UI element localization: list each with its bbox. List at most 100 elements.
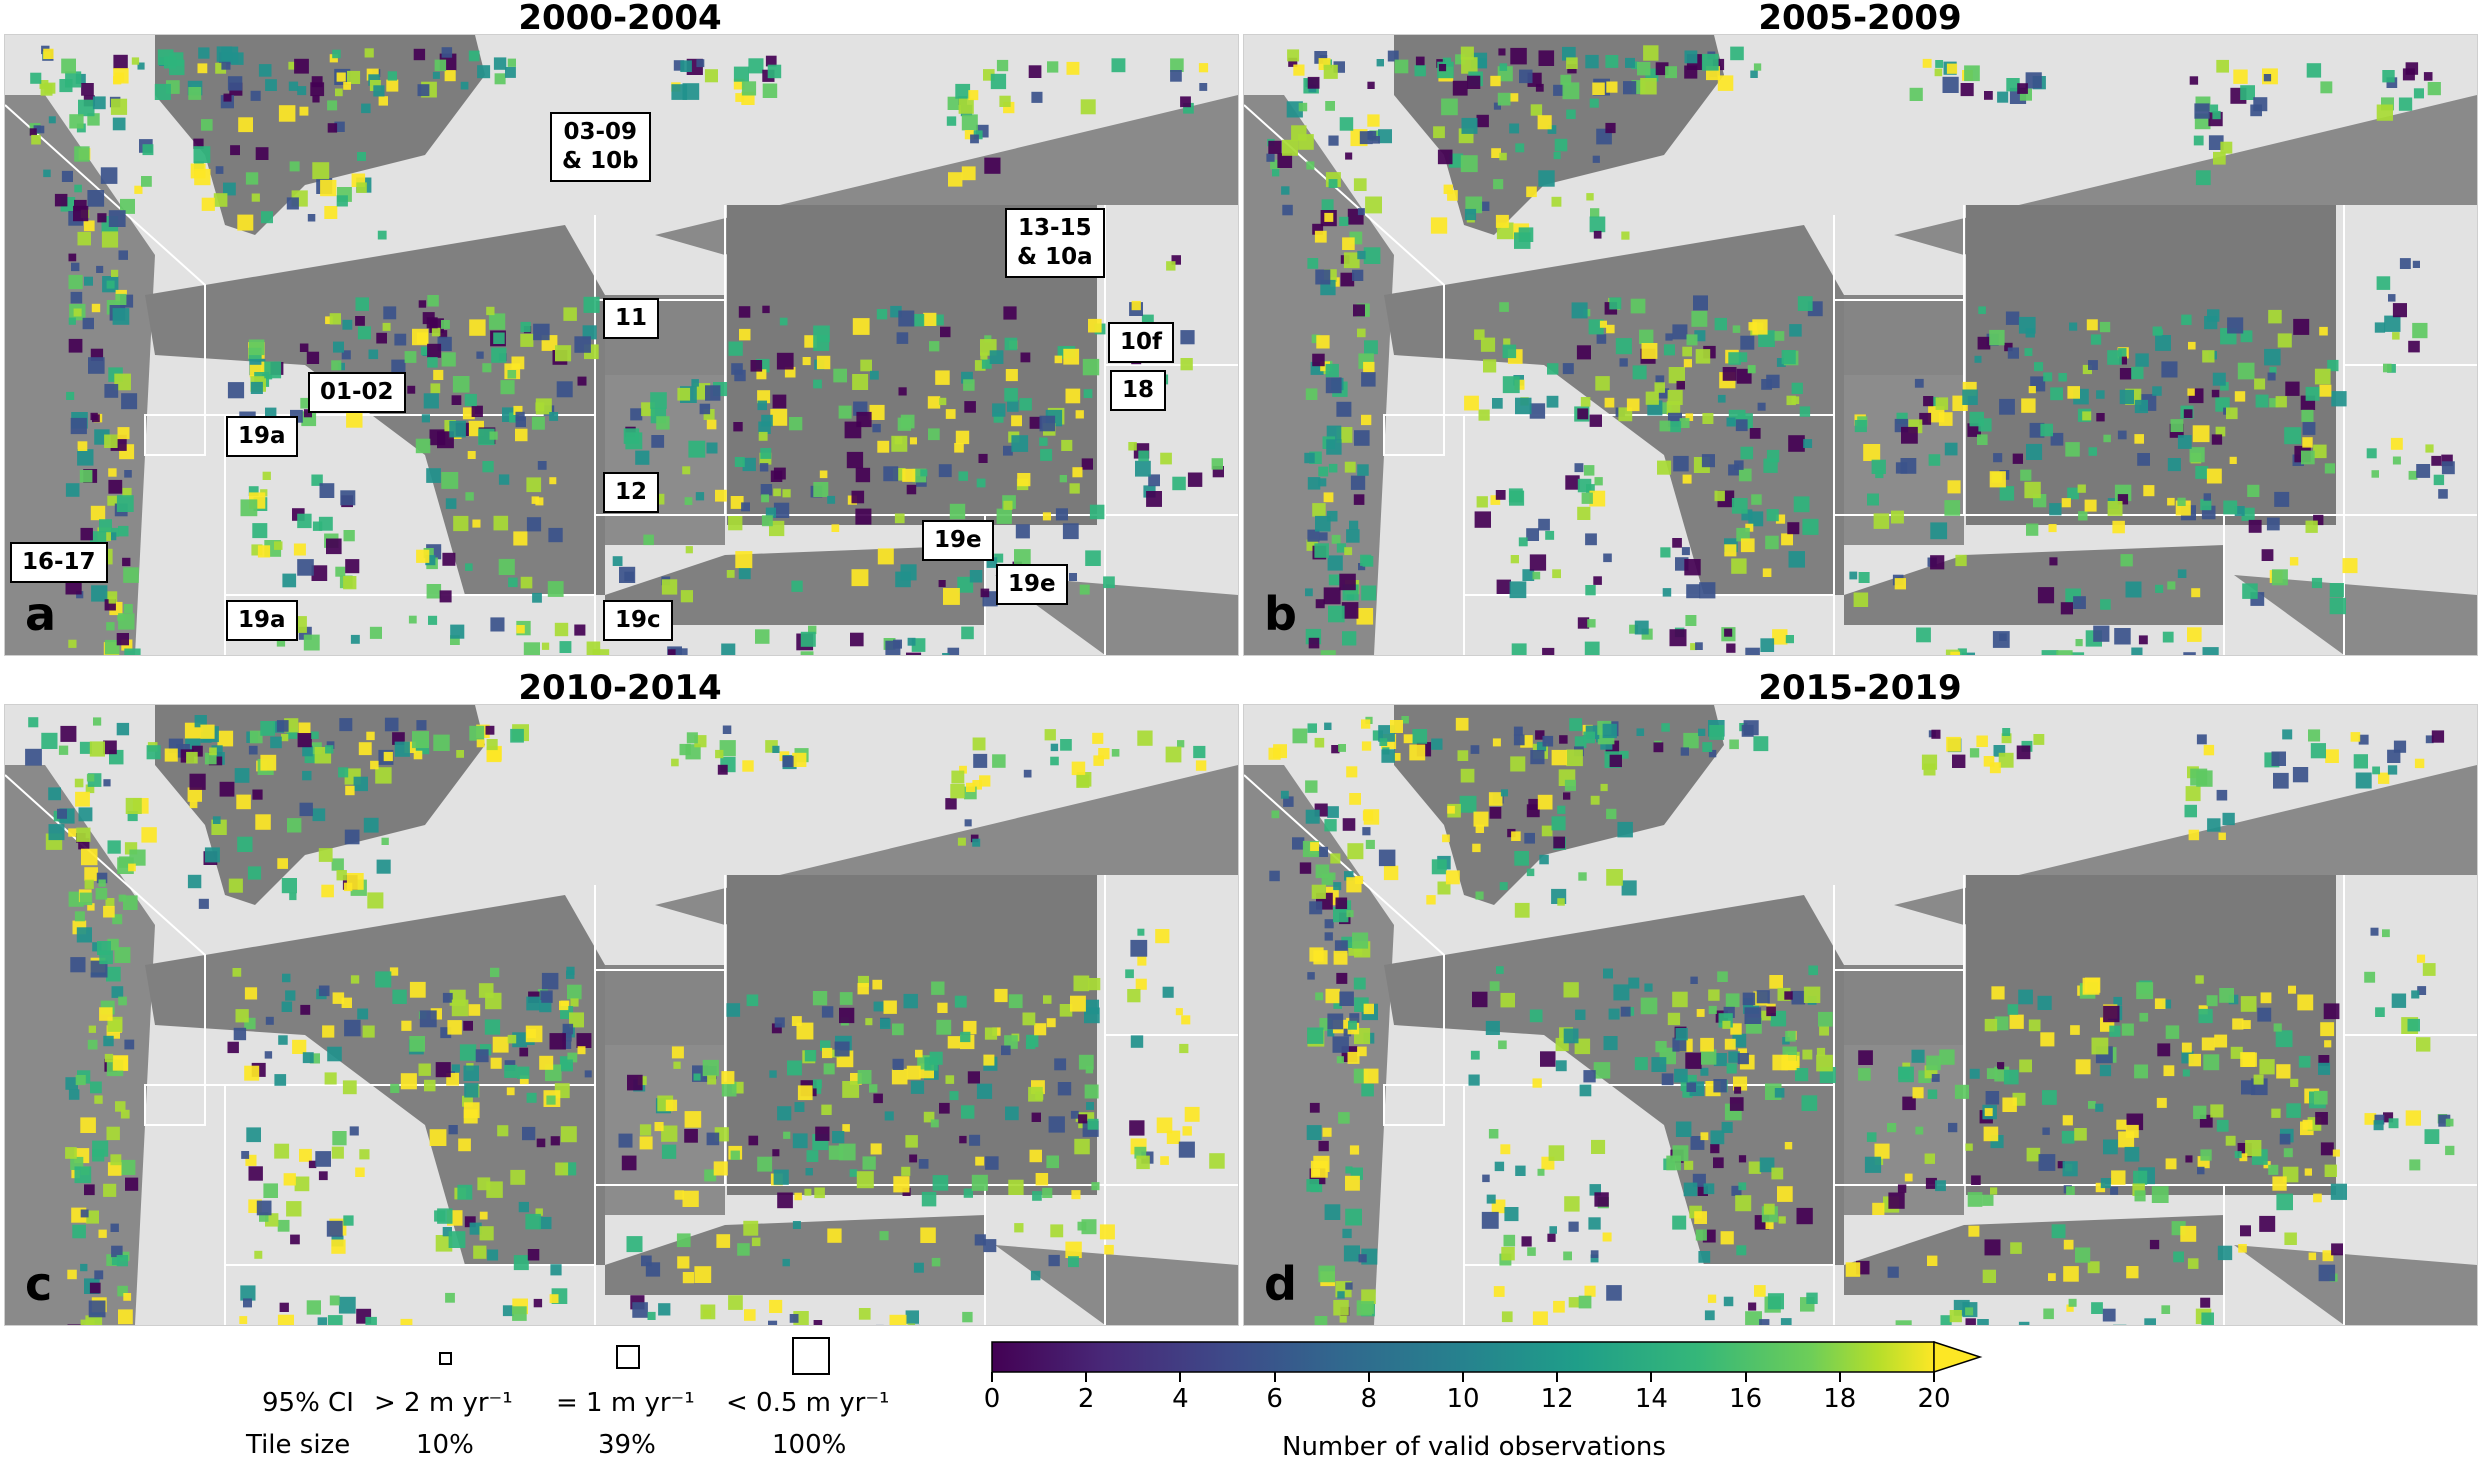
- observation-tile: [822, 1047, 833, 1059]
- observation-tile: [1323, 64, 1338, 79]
- observation-tile: [114, 947, 131, 963]
- observation-tile: [1858, 1050, 1873, 1065]
- observation-tile: [938, 580, 946, 588]
- observation-tile: [1441, 98, 1458, 116]
- observation-tile: [382, 322, 391, 331]
- observation-tile: [1495, 214, 1509, 228]
- observation-tile: [108, 532, 117, 541]
- observation-tile: [813, 1320, 823, 1325]
- observation-tile: [1415, 56, 1425, 66]
- observation-tile: [1074, 1138, 1090, 1155]
- observation-tile: [451, 395, 462, 405]
- observation-tile: [1786, 395, 1796, 406]
- observation-tile: [1070, 1110, 1079, 1119]
- observation-tile: [1690, 643, 1698, 651]
- observation-tile: [1605, 122, 1616, 134]
- observation-tile: [671, 758, 679, 767]
- observation-tile: [1065, 388, 1081, 404]
- observation-tile: [2412, 260, 2420, 268]
- observation-tile: [834, 1041, 850, 1057]
- observation-tile: [1320, 361, 1330, 372]
- observation-tile: [2203, 744, 2215, 756]
- observation-tile: [2161, 361, 2178, 378]
- observation-tile: [506, 1087, 515, 1096]
- observation-tile: [1931, 729, 1941, 739]
- panel-letter-a: a: [25, 587, 57, 641]
- observation-tile: [1148, 474, 1160, 487]
- observation-tile: [574, 336, 591, 353]
- observation-tile: [2371, 470, 2379, 478]
- observation-tile: [1177, 740, 1185, 748]
- observation-tile: [1083, 389, 1093, 398]
- observation-tile: [862, 1156, 876, 1170]
- observation-tile: [1323, 587, 1341, 605]
- observation-tile: [1552, 569, 1561, 579]
- observation-tile: [682, 1190, 699, 1207]
- observation-tile: [1942, 76, 1959, 93]
- observation-tile: [2313, 444, 2327, 459]
- observation-tile: [1042, 512, 1051, 521]
- observation-tile: [898, 387, 907, 396]
- observation-tile: [1054, 355, 1063, 364]
- observation-tile: [236, 794, 251, 810]
- observation-tile: [1730, 1023, 1742, 1035]
- observation-tile: [1509, 123, 1520, 134]
- observation-tile: [111, 269, 119, 277]
- observation-tile: [1579, 1084, 1592, 1097]
- colorbar-tick-mark: [1933, 1372, 1935, 1382]
- observation-tile: [1574, 463, 1584, 473]
- observation-tile: [1634, 1057, 1648, 1071]
- observation-tile: [813, 379, 822, 389]
- observation-tile: [1328, 135, 1339, 146]
- observation-tile: [765, 507, 776, 518]
- observation-tile: [252, 789, 263, 800]
- observation-tile: [970, 834, 979, 843]
- observation-tile: [1092, 732, 1104, 744]
- observation-tile: [400, 1073, 417, 1090]
- observation-tile: [1754, 1285, 1766, 1297]
- observation-tile: [1695, 349, 1711, 364]
- observation-tile: [961, 166, 976, 181]
- observation-tile: [1345, 1208, 1362, 1226]
- observation-tile: [1362, 556, 1374, 567]
- observation-tile: [401, 1020, 412, 1031]
- observation-tile: [146, 745, 161, 760]
- observation-tile: [1621, 880, 1637, 896]
- observation-tile: [1470, 1050, 1480, 1060]
- observation-tile: [69, 114, 84, 129]
- observation-tile: [1307, 477, 1321, 490]
- observation-tile: [2350, 732, 2361, 742]
- observation-tile: [898, 310, 915, 327]
- observation-tile: [84, 1184, 95, 1196]
- observation-tile: [1005, 369, 1018, 382]
- observation-tile: [974, 1234, 986, 1246]
- observation-tile: [1643, 45, 1659, 61]
- observation-tile: [2109, 1025, 2121, 1037]
- observation-tile: [368, 349, 379, 360]
- observation-tile: [1529, 403, 1546, 419]
- observation-tile: [383, 751, 393, 762]
- observation-tile: [2392, 303, 2407, 318]
- observation-tile: [1339, 1315, 1347, 1323]
- antarctic-coast-landmass: [2234, 1245, 2477, 1325]
- observation-tile: [1337, 1291, 1345, 1299]
- observation-tile: [993, 412, 1004, 423]
- observation-tile: [539, 1000, 552, 1013]
- observation-tile: [90, 1081, 102, 1094]
- observation-tile: [1030, 1270, 1041, 1281]
- observation-tile: [2275, 1030, 2293, 1048]
- observation-tile: [311, 565, 328, 581]
- observation-tile: [733, 66, 749, 82]
- observation-tile: [1731, 558, 1747, 574]
- observation-tile: [221, 60, 231, 70]
- observation-tile: [769, 520, 785, 537]
- observation-tile: [2155, 584, 2164, 593]
- observation-tile: [462, 1095, 473, 1107]
- observation-tile: [288, 81, 299, 91]
- observation-tile: [1503, 1234, 1516, 1247]
- observation-tile: [789, 417, 803, 431]
- observation-tile: [2234, 1151, 2242, 1159]
- observation-tile: [1672, 324, 1688, 340]
- observation-tile: [2305, 520, 2318, 533]
- observation-tile: [1553, 836, 1566, 849]
